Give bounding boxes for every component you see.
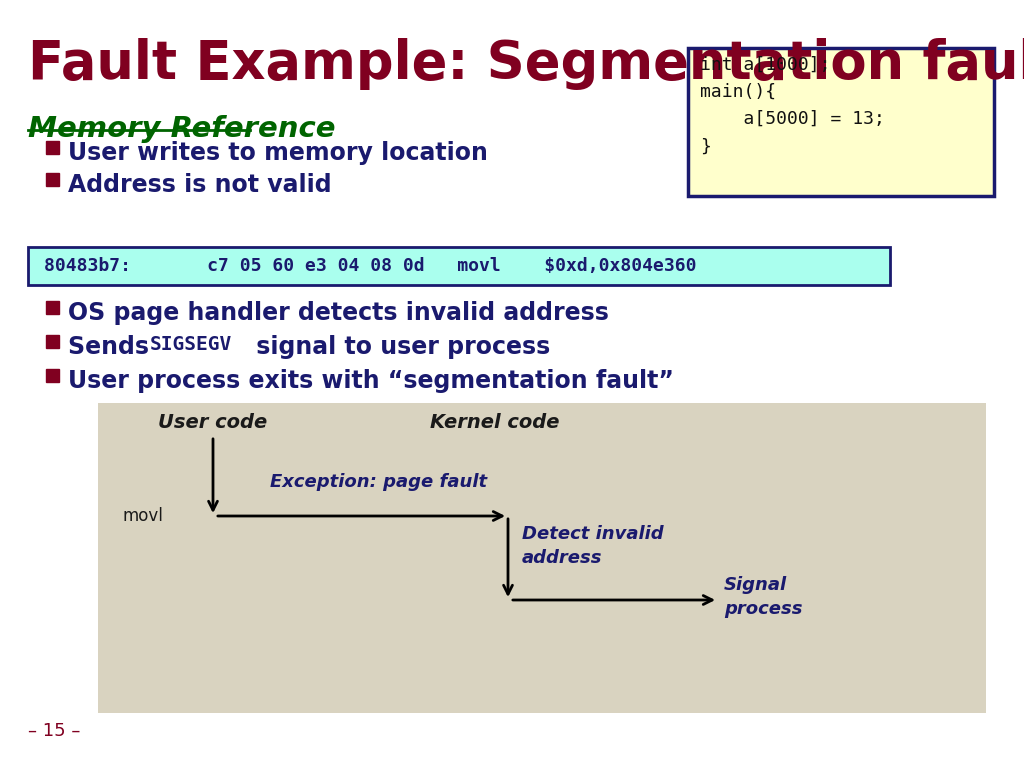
Text: Signal
process: Signal process [724, 576, 803, 617]
Text: Detect invalid
address: Detect invalid address [522, 525, 664, 567]
Text: Fault Example: Segmentation fault: Fault Example: Segmentation fault [28, 38, 1024, 90]
Bar [46, 335, 59, 348]
Text: – 15 –: – 15 – [28, 722, 80, 740]
Bar [46, 301, 59, 314]
Text: Sends: Sends [68, 335, 158, 359]
Text: User code: User code [158, 413, 267, 432]
FancyBboxPatch shape [688, 48, 994, 196]
Text: SIGSEGV: SIGSEGV [150, 335, 232, 354]
Text: movl: movl [122, 507, 163, 525]
FancyBboxPatch shape [98, 403, 986, 713]
Bar [46, 173, 59, 186]
Text: 80483b7:       c7 05 60 e3 04 08 0d   movl    $0xd,0x804e360: 80483b7: c7 05 60 e3 04 08 0d movl $0xd,… [44, 257, 696, 275]
Bar [46, 141, 59, 154]
Text: Kernel code: Kernel code [430, 413, 559, 432]
Text: int a[1000];
main(){
    a[5000] = 13;
}: int a[1000]; main(){ a[5000] = 13; } [700, 56, 885, 155]
Text: User writes to memory location: User writes to memory location [68, 141, 487, 165]
Text: User process exits with “segmentation fault”: User process exits with “segmentation fa… [68, 369, 674, 393]
Text: Memory Reference: Memory Reference [28, 115, 336, 143]
Text: signal to user process: signal to user process [248, 335, 550, 359]
Bar [46, 369, 59, 382]
FancyBboxPatch shape [28, 247, 890, 285]
Text: OS page handler detects invalid address: OS page handler detects invalid address [68, 301, 609, 325]
Text: Exception: page fault: Exception: page fault [270, 473, 487, 491]
Text: Address is not valid: Address is not valid [68, 173, 332, 197]
